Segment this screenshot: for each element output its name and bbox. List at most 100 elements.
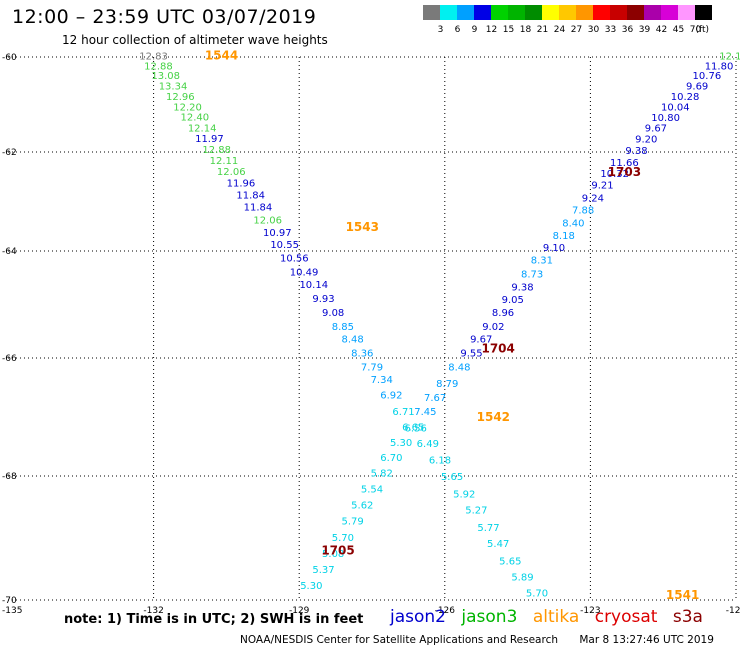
swh-value-descending: 12.83 (139, 52, 168, 63)
swh-value-ascending: 7.88 (572, 205, 594, 216)
swh-value-ascending: 11.80 (705, 62, 734, 73)
swh-value-descending: 12.14 (188, 123, 217, 134)
pass-time-label: 1705 (321, 543, 354, 557)
colorbar-swatch (576, 5, 593, 20)
colorbar-unit-label: (ft) (695, 25, 709, 35)
swh-value-ascending: 6.70 (380, 453, 402, 464)
swh-value-descending: 5.27 (465, 505, 487, 516)
swh-value-ascending: 5.82 (371, 468, 393, 479)
swh-value-ascending: 10.04 (661, 102, 690, 113)
swh-value-ascending: 10.32 (600, 169, 629, 180)
swh-value-ascending: 11.66 (610, 158, 639, 169)
chart-title: 12:00 – 23:59 UTC 03/07/2019 (12, 6, 317, 28)
legend-cryosat: cryosat (594, 607, 658, 627)
x-tick-label: -120 (726, 606, 740, 616)
swh-value-ascending: 9.67 (470, 335, 492, 346)
swh-value-descending: 10.97 (263, 228, 292, 239)
colorbar-tick-label: 30 (588, 25, 600, 35)
swh-value-descending: 12.88 (144, 62, 173, 73)
colorbar-tick-label: 36 (622, 25, 634, 35)
colorbar-swatch (440, 5, 457, 20)
swh-value-ascending: 9.69 (686, 82, 708, 93)
colorbar-swatch (474, 5, 491, 20)
colorbar-tick-label: 24 (554, 25, 566, 35)
y-tick-label: -68 (2, 472, 17, 482)
colorbar-swatch (627, 5, 644, 20)
swh-value-descending: 5.65 (499, 556, 521, 567)
swh-value-ascending: 9.38 (511, 282, 533, 293)
pass-time-label: 1544 (205, 49, 238, 63)
colorbar-swatch (644, 5, 661, 20)
colorbar-swatch (678, 5, 695, 20)
swh-value-ascending: 10.28 (671, 92, 700, 103)
swh-value-descending: 13.08 (151, 71, 180, 82)
legend-jason2: jason2 (390, 607, 446, 627)
swh-value-ascending: 5.79 (341, 517, 363, 528)
colorbar-swatch (491, 5, 508, 20)
swh-value-descending: 7.34 (371, 375, 393, 386)
colorbar-tick-label: 33 (605, 25, 616, 35)
swh-value-ascending: 8.18 (553, 231, 575, 242)
colorbar-swatch (695, 5, 712, 20)
colorbar-tick-label: 70 (690, 25, 702, 35)
swh-value-descending: 6.56 (405, 424, 427, 435)
colorbar-swatch (661, 5, 678, 20)
colorbar-swatch (423, 5, 440, 20)
colorbar-tick-label: 18 (520, 25, 532, 35)
swh-value-descending: 12.11 (210, 156, 239, 167)
colorbar-swatch (508, 5, 525, 20)
y-tick-label: -64 (2, 247, 17, 257)
swh-value-ascending: 5.30 (300, 581, 322, 592)
colorbar-tick-label: 6 (455, 25, 461, 35)
swh-value-ascending: 9.24 (582, 194, 604, 205)
swh-value-descending: 10.14 (299, 280, 328, 291)
credit-line: NOAA/NESDIS Center for Satellite Applica… (240, 634, 714, 646)
swh-value-descending: 8.85 (332, 322, 354, 333)
colorbar-swatch (525, 5, 542, 20)
swh-value-ascending: 5.70 (332, 533, 354, 544)
swh-value-descending: 11.96 (227, 179, 256, 190)
swh-value-descending: 5.70 (526, 589, 548, 600)
x-tick-label: -132 (143, 606, 163, 616)
colorbar-legend: 3 6 9 12 15 18 21 24 27 30 33 36 39 42 45 70(ft) (423, 5, 712, 35)
swh-value-ascending: 9.67 (645, 123, 667, 134)
swh-value-ascending: 9.20 (635, 135, 657, 146)
x-tick-label: -126 (435, 606, 456, 616)
swh-value-ascending: 5.54 (361, 484, 383, 495)
pass-time-label: 1703 (608, 165, 641, 179)
swh-value-descending: 9.93 (312, 294, 334, 305)
swh-value-ascending: 9.21 (591, 181, 613, 192)
x-tick-label: -129 (289, 606, 310, 616)
swh-value-descending: 6.92 (380, 391, 402, 402)
colorbar-tick-label: 9 (472, 25, 478, 35)
y-tick-label: -66 (2, 354, 17, 364)
colorbar-tick-label: 39 (639, 25, 651, 35)
swh-value-ascending: 10.76 (693, 71, 722, 82)
swh-value-ascending: 9.10 (543, 243, 565, 254)
colorbar-tick-label: 21 (537, 25, 548, 35)
swh-value-descending: 11.97 (195, 134, 224, 145)
swh-value-ascending: 5.08 (322, 549, 344, 560)
swh-value-descending: 13.34 (159, 82, 188, 93)
swh-value-ascending: 5.37 (312, 565, 334, 576)
swh-value-descending: 9.08 (322, 308, 344, 319)
swh-value-descending: 6.49 (417, 439, 439, 450)
pass-time-label: 1704 (481, 341, 514, 355)
swh-value-ascending: 7.67 (424, 393, 446, 404)
y-tick-label: -70 (2, 596, 17, 606)
colorbar-swatch (559, 5, 576, 20)
swh-value-descending: 12.06 (253, 215, 282, 226)
swh-value-descending: 5.89 (511, 572, 533, 583)
swh-value-ascending: 8.31 (531, 256, 553, 267)
swh-value-descending: 8.36 (351, 349, 373, 360)
colorbar-swatch (593, 5, 610, 20)
colorbar-tick-label: 12 (486, 25, 497, 35)
pass-time-label: 1541 (666, 588, 699, 602)
swh-value-ascending: 10.80 (651, 113, 680, 124)
swh-value-ascending: 7.45 (414, 407, 436, 418)
y-tick-label: -62 (2, 148, 17, 158)
colorbar-tick-label: 45 (673, 25, 684, 35)
swh-value-ascending: 8.40 (562, 218, 584, 229)
swh-value-ascending: 8.96 (492, 308, 514, 319)
swh-value-ascending: 9.05 (502, 295, 524, 306)
